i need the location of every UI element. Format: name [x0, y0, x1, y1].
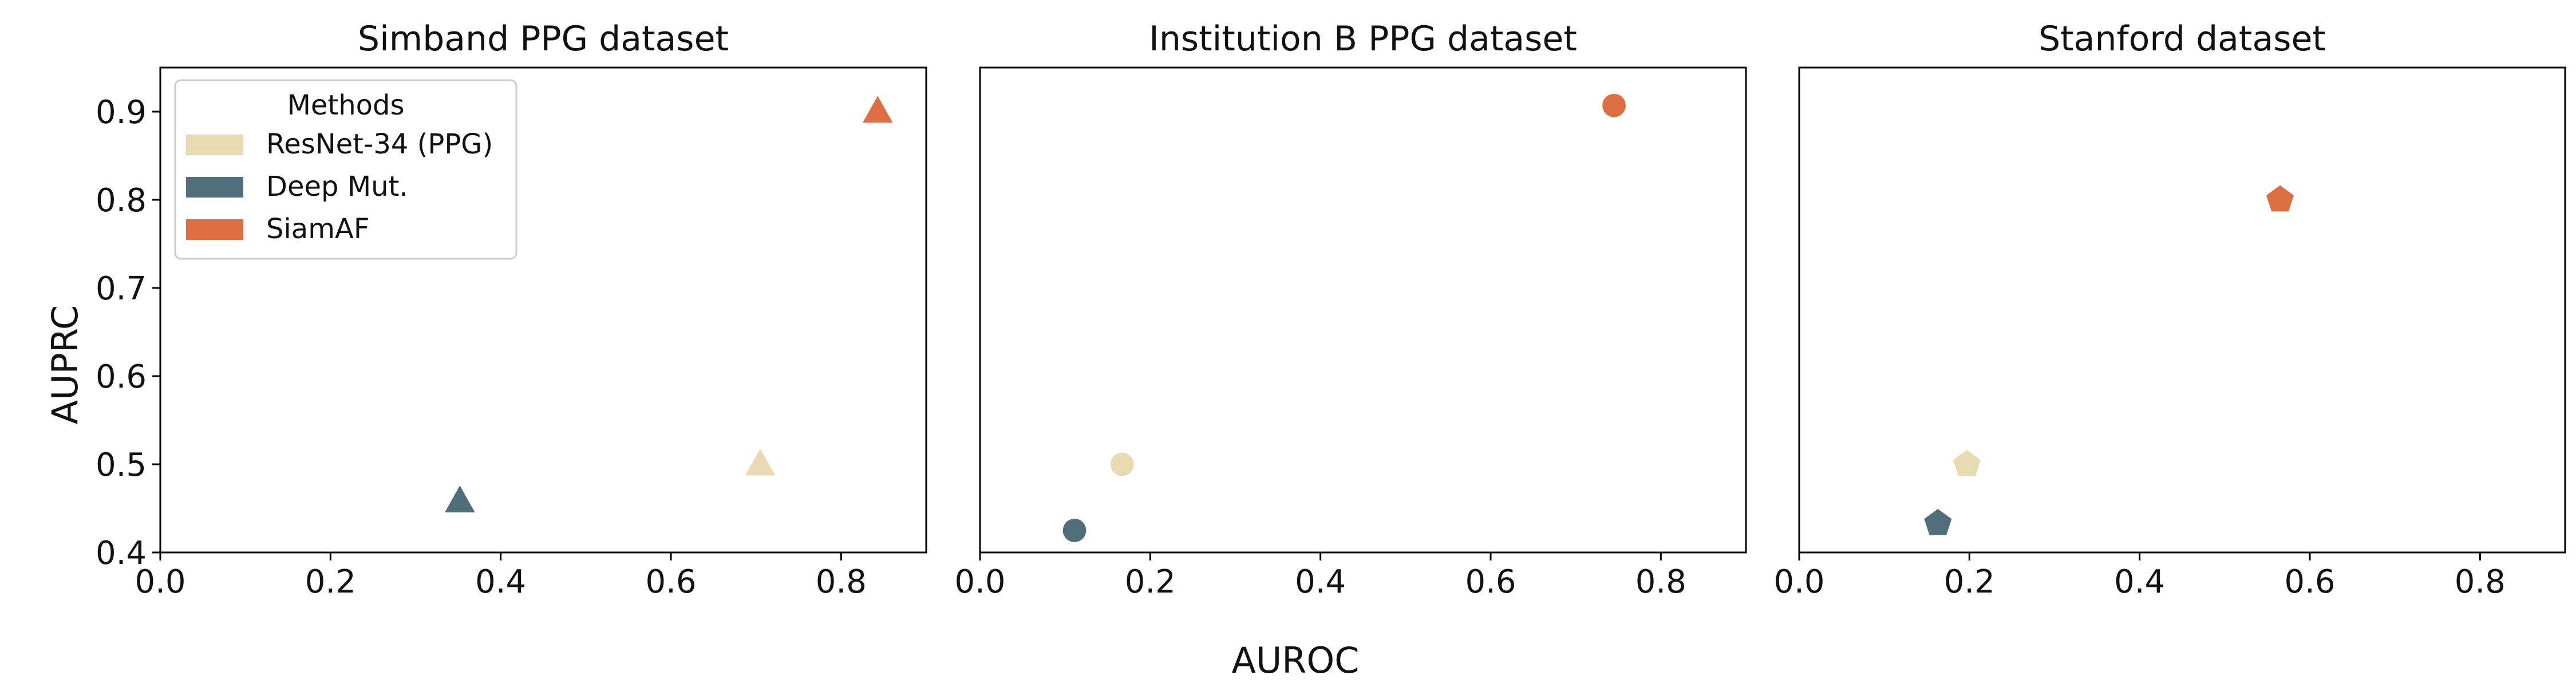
x-tick-label: 0.2 [1125, 563, 1176, 601]
data-point-siamaf [1602, 93, 1626, 117]
plot-frame [1798, 66, 2566, 554]
data-point-siamaf [863, 96, 893, 123]
legend-swatch [186, 219, 243, 240]
x-tick-label: 0.6 [1465, 563, 1516, 601]
y-tick-label: 0.8 [96, 182, 147, 219]
legend-entries: ResNet-34 (PPG) Deep Mut. SiamAF [186, 128, 493, 245]
x-tick-label: 0.8 [1635, 563, 1686, 601]
legend-label: Deep Mut. [266, 171, 408, 203]
x-tick-label: 0.8 [2455, 563, 2506, 601]
data-point-siamaf [2266, 185, 2294, 212]
legend-label: SiamAF [266, 213, 369, 245]
x-tick-label: 0.8 [816, 563, 867, 601]
legend-title: Methods [287, 89, 404, 121]
y-tick-label: 0.5 [96, 447, 147, 484]
x-tick-label: 0.6 [645, 563, 696, 601]
data-point-resnet-34-ppg [1110, 452, 1134, 476]
plot-frame [979, 66, 1747, 554]
x-tick-label: 0.0 [1773, 563, 1824, 601]
data-point-deep-mut [1924, 508, 1952, 535]
x-tick-label: 0.6 [2284, 563, 2335, 601]
chart-title: Stanford dataset [2038, 19, 2326, 59]
shared-x-axis-label: AUROC [1232, 639, 1360, 681]
chart-title: Institution B PPG dataset [1149, 19, 1577, 59]
x-tick-label: 0.0 [954, 563, 1005, 601]
data-point-deep-mut [1062, 519, 1086, 542]
legend: Methods ResNet-34 (PPG) Deep Mut. SiamAF [174, 79, 517, 260]
y-tick-label: 0.7 [96, 270, 147, 307]
y-tick-label: 0.6 [96, 358, 147, 396]
y-tick-label: 0.4 [96, 535, 147, 572]
chart-title: Simband PPG dataset [358, 19, 729, 59]
x-tick-label: 0.4 [1295, 563, 1346, 601]
chart-panel-1: Simband PPG dataset 0.0 0.2 0.4 0.6 0.8 0.4 0.5… [96, 19, 927, 601]
data-point-deep-mut [445, 485, 475, 512]
legend-label: ResNet-34 (PPG) [266, 128, 493, 160]
plot-frame [159, 66, 927, 554]
legend-frame [174, 79, 517, 260]
x-tick-label: 0.0 [135, 563, 185, 601]
chart-panel-2: Institution B PPG dataset 0.0 0.2 0.4 0.6 0.8 [954, 19, 1747, 601]
chart-panel-3: Stanford dataset 0.0 0.2 0.4 0.6 0.8 [1773, 19, 2566, 601]
legend-swatch [186, 177, 243, 198]
x-tick-label: 0.4 [475, 563, 526, 601]
data-point-resnet-34-ppg [745, 448, 776, 476]
chart-panels: Simband PPG dataset 0.0 0.2 0.4 0.6 0.8 0.4 0.5… [96, 19, 2566, 601]
x-tick-label: 0.4 [2114, 563, 2165, 601]
x-tick-label: 0.2 [305, 563, 356, 601]
x-tick-label: 0.2 [1944, 563, 1995, 601]
legend-swatch [186, 135, 243, 155]
y-tick-label: 0.9 [96, 94, 147, 131]
data-point-resnet-34-ppg [1953, 449, 1981, 476]
shared-y-axis-label: AUPRC [44, 305, 86, 424]
